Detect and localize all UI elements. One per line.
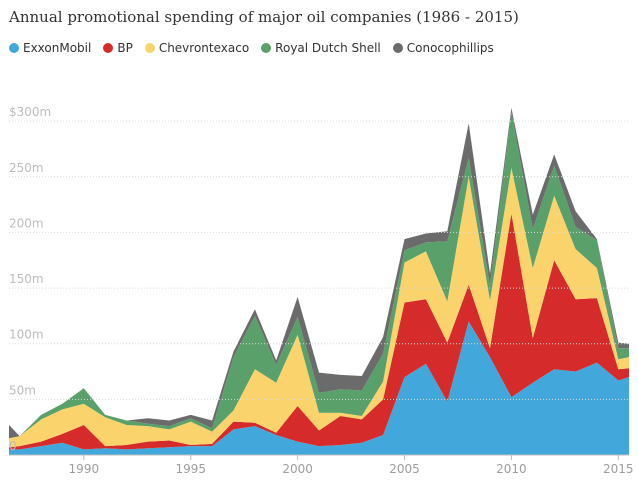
- x-tick-label-2010: 2010: [496, 462, 527, 476]
- area-bp: [9, 213, 629, 450]
- legend-swatch-bp: [103, 43, 114, 53]
- legend-label-chevrontexaco: Chevrontexaco: [158, 41, 250, 55]
- legend: ExxonMobil BP Chevrontexaco Royal Dutch …: [9, 41, 494, 55]
- legend-label-bp: BP: [117, 41, 133, 55]
- y-tick-label-0: 0: [9, 439, 17, 453]
- y-tick-label-300: $300m: [9, 105, 51, 119]
- y-tick-label-250: 250m: [9, 161, 44, 175]
- legend-item-chevrontexaco: Chevrontexaco: [144, 41, 250, 55]
- x-tick-label-2015: 2015: [603, 462, 634, 476]
- legend-item-royal-dutch-shell: Royal Dutch Shell: [261, 41, 381, 55]
- legend-item-exxonmobil: ExxonMobil: [9, 41, 91, 55]
- legend-swatch-exxonmobil: [9, 43, 19, 53]
- legend-label-royal-dutch-shell: Royal Dutch Shell: [275, 41, 381, 55]
- legend-swatch-royal-dutch-shell: [261, 43, 272, 53]
- area-chevrontexaco: [9, 167, 629, 448]
- chart-title: Annual promotional spending of major oil…: [9, 8, 519, 26]
- x-tick-label-2000: 2000: [282, 462, 313, 476]
- y-tick-label-150: 150m: [9, 272, 44, 286]
- x-tick-label-1995: 1995: [175, 462, 206, 476]
- y-tick-label-100: 100m: [9, 328, 44, 342]
- legend-label-conocophillips: Conocophillips: [406, 41, 494, 55]
- y-tick-label-50: 50m: [9, 383, 36, 397]
- legend-swatch-chevrontexaco: [144, 43, 155, 53]
- legend-item-conocophillips: Conocophillips: [392, 41, 494, 55]
- area-royal-dutch-shell: [9, 112, 629, 439]
- legend-item-bp: BP: [103, 41, 133, 55]
- y-tick-label-200: 200m: [9, 216, 44, 230]
- legend-label-exxonmobil: ExxonMobil: [23, 41, 92, 55]
- area-exxonmobil: [9, 321, 629, 455]
- legend-swatch-conocophillips: [392, 43, 403, 53]
- x-tick-label-2005: 2005: [389, 462, 420, 476]
- x-tick-label-1990: 1990: [69, 462, 100, 476]
